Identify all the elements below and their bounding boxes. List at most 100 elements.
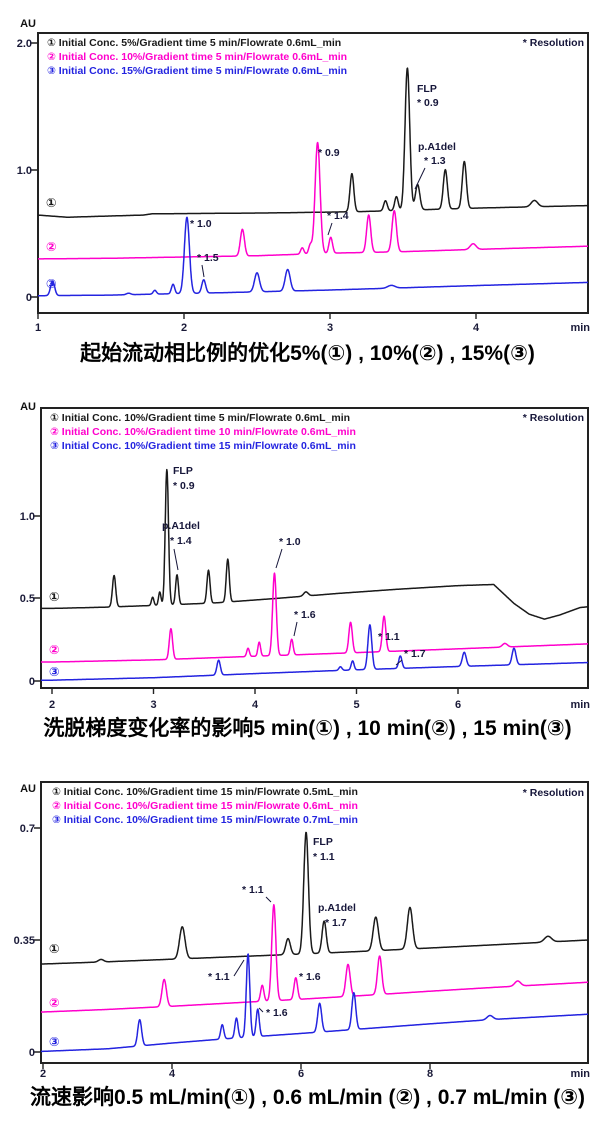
legend-line-2: ② Initial Conc. 10%/Gradient time 5 min/… xyxy=(47,51,347,63)
resolution-value: * 1.0 xyxy=(190,218,212,230)
y-tick-label: 2.0 xyxy=(17,38,32,50)
plot-frame xyxy=(37,32,589,314)
annotation-leader-line xyxy=(275,548,283,569)
resolution-value: * 1.6 xyxy=(266,1007,288,1019)
caption-chart-2: 洗脱梯度变化率的影响5 min(①) , 10 min(②) , 15 min(… xyxy=(43,717,572,740)
trace-marker-1: ① xyxy=(46,196,57,210)
x-tick-label: 2 xyxy=(49,699,55,711)
trace-black-1 xyxy=(41,831,588,965)
annotation-leader-line xyxy=(258,1007,264,1013)
resolution-value: * 1.7 xyxy=(404,648,426,660)
resolution-note: * Resolution xyxy=(523,37,584,49)
trace-marker-3: ③ xyxy=(49,1035,60,1049)
x-tick-label: 2 xyxy=(181,322,187,334)
x-tick-label: 4 xyxy=(252,699,259,711)
trace-black-1 xyxy=(38,67,588,218)
x-tick-label: 6 xyxy=(298,1068,304,1080)
resolution-value: * 1.1 xyxy=(313,851,335,863)
peak-label-pa1del: p.A1del xyxy=(162,520,200,532)
y-tick-marks xyxy=(34,827,41,1053)
plot-frame xyxy=(40,407,589,689)
legend-line-3: ③ Initial Conc. 10%/Gradient time 15 min… xyxy=(50,440,356,452)
resolution-value: * 1.6 xyxy=(294,609,316,621)
peak-label-flp: FLP xyxy=(417,83,437,95)
resolution-value: * 0.9 xyxy=(173,480,195,492)
annotation-leader-line xyxy=(414,167,426,190)
y-tick-label: 0 xyxy=(29,676,35,688)
annotation-leader-line xyxy=(327,222,333,236)
x-tick-label: 3 xyxy=(150,699,156,711)
legend-line-1: ① Initial Conc. 10%/Gradient time 15 min… xyxy=(52,786,358,798)
resolution-value: * 1.6 xyxy=(299,971,321,983)
trace-marker-3: ③ xyxy=(49,665,60,679)
x-tick-marks xyxy=(42,1063,431,1069)
annotation-leader-line xyxy=(265,896,272,903)
trace-blue-3 xyxy=(41,953,588,1053)
peak-label-flp: FLP xyxy=(173,465,193,477)
y-tick-label: 0.35 xyxy=(14,935,35,947)
x-tick-label: 4 xyxy=(473,322,480,334)
y-tick-label: 0.5 xyxy=(20,593,35,605)
annotation-leader-line xyxy=(233,959,245,977)
resolution-value: * 1.4 xyxy=(327,210,349,222)
legend-line-2: ② Initial Conc. 10%/Gradient time 15 min… xyxy=(52,800,358,812)
y-tick-marks xyxy=(31,42,38,298)
resolution-value: * 1.5 xyxy=(197,252,219,264)
caption-chart-3: 流速影响0.5 mL/min(①) , 0.6 mL/min (②) , 0.7… xyxy=(29,1086,586,1109)
chart-2: AU 1.0 0.5 0 2 3 4 5 6 min ① Initial Con… xyxy=(20,401,591,711)
x-tick-label: 3 xyxy=(327,322,333,334)
x-axis-unit: min xyxy=(570,1068,590,1080)
resolution-value: * 1.1 xyxy=(242,884,264,896)
x-axis-unit: min xyxy=(570,699,590,711)
y-tick-label: 1.0 xyxy=(20,511,35,523)
x-tick-label: 2 xyxy=(40,1068,46,1080)
peak-label-flp: FLP xyxy=(313,836,333,848)
y-axis-label: AU xyxy=(20,18,36,30)
trace-magenta-2 xyxy=(38,141,588,260)
chart-1: AU 2.0 1.0 0 1 2 3 4 min ① Initial Conc.… xyxy=(17,18,591,334)
chart-3: AU 0.7 0.35 0 2 4 6 8 min ① Initial Conc… xyxy=(14,781,590,1080)
x-tick-marks xyxy=(51,688,459,694)
x-tick-label: 1 xyxy=(35,322,41,334)
resolution-value: * 1.7 xyxy=(325,917,347,929)
trace-blue-3 xyxy=(38,216,588,297)
y-tick-label: 1.0 xyxy=(17,165,32,177)
resolution-value: * 1.3 xyxy=(424,155,446,167)
trace-blue-3 xyxy=(41,624,588,681)
resolution-value: * 1.4 xyxy=(170,535,192,547)
x-tick-label: 5 xyxy=(353,699,359,711)
annotation-leader-line xyxy=(293,621,298,637)
annotation-leader-line xyxy=(395,659,403,666)
y-axis-label: AU xyxy=(20,401,36,413)
y-tick-label: 0 xyxy=(26,292,32,304)
legend-line-3: ③ Initial Conc. 10%/Gradient time 15 min… xyxy=(52,814,358,826)
traces xyxy=(38,67,588,297)
x-tick-label: 8 xyxy=(427,1068,433,1080)
legend-line-2: ② Initial Conc. 10%/Gradient time 10 min… xyxy=(50,426,356,438)
legend-line-1: ① Initial Conc. 5%/Gradient time 5 min/F… xyxy=(47,37,341,49)
trace-marker-2: ② xyxy=(46,240,57,254)
traces xyxy=(41,831,588,1053)
x-tick-label: 4 xyxy=(169,1068,176,1080)
trace-magenta-2 xyxy=(41,903,588,1013)
trace-black-1 xyxy=(41,468,588,620)
legend-line-1: ① Initial Conc. 10%/Gradient time 5 min/… xyxy=(50,412,350,424)
trace-marker-2: ② xyxy=(49,643,60,657)
x-axis-unit: min xyxy=(570,322,590,334)
y-axis-label: AU xyxy=(20,783,36,795)
resolution-note: * Resolution xyxy=(523,412,584,424)
x-tick-marks xyxy=(37,313,477,319)
resolution-value: * 0.9 xyxy=(318,147,340,159)
annotation-leader-line xyxy=(173,548,179,571)
legend-line-3: ③ Initial Conc. 15%/Gradient time 5 min/… xyxy=(47,65,347,77)
y-tick-label: 0 xyxy=(29,1047,35,1059)
plot-frame xyxy=(40,781,589,1064)
resolution-value: * 0.9 xyxy=(417,97,439,109)
x-tick-label: 6 xyxy=(455,699,461,711)
y-tick-label: 0.7 xyxy=(20,823,35,835)
y-tick-marks xyxy=(34,515,41,682)
trace-marker-1: ① xyxy=(49,590,60,604)
caption-chart-1: 起始流动相比例的优化5%(①) , 10%(②) , 15%(③) xyxy=(80,342,535,365)
